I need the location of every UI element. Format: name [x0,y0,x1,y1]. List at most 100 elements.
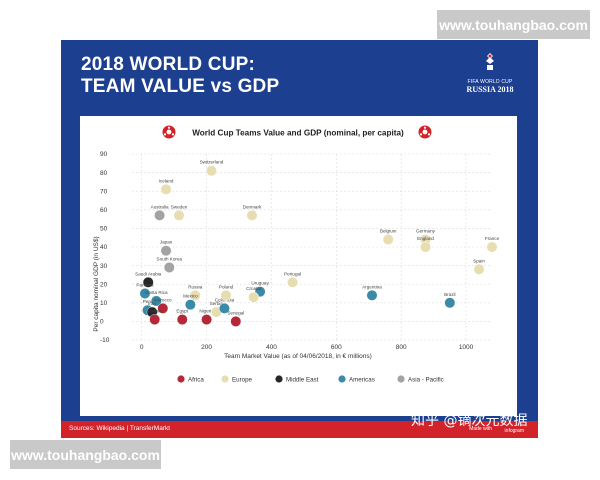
data-point: Morocco [154,297,172,314]
chart-header: World Cup Teams Value and GDP (nominal, … [162,125,432,139]
point-label: Sweden [171,204,188,209]
data-point: Mexico [183,294,198,311]
point-marker [160,245,172,257]
legend-label: Africa [188,376,204,383]
data-point: Switzerland [200,160,224,177]
point-label: Switzerland [200,160,224,165]
x-tick-label: 1000 [459,344,474,351]
data-point: Serbia [210,301,223,318]
point-marker [473,263,485,275]
point-marker [206,165,217,177]
point-marker [149,314,161,325]
data-point: Sweden [171,204,188,221]
point-marker [248,291,260,303]
point-label: Mexico [183,294,198,299]
soccer-ball-icon-left [162,125,176,139]
infographic-poster: 2018 WORLD CUP: TEAM VALUE vs GDP FIFA W… [61,40,538,438]
point-marker [230,315,242,327]
x-tick-label: 600 [331,344,342,351]
data-point: Senegal [227,310,244,327]
footer-infogram: infogram [504,428,524,434]
point-marker [150,295,162,307]
point-label: Iran [148,301,156,306]
data-point: Poland [219,284,234,301]
data-point: Panama [136,283,154,299]
data-point: Spain [473,258,485,275]
point-marker [189,289,201,301]
chart-title: World Cup Teams Value and GDP (nominal, … [192,129,404,138]
legend-item: Middle East [275,375,319,383]
scatter-chart: World Cup Teams Value and GDP (nominal, … [93,125,500,383]
zhihu-watermark: 知乎 @镝次元数据 [411,413,528,429]
y-tick-label: 30 [100,263,108,270]
point-label: Russia [188,284,202,289]
data-point: Egypt [176,309,189,325]
data-point: Brazil [444,292,456,309]
legend-item: Europe [221,375,253,383]
point-marker [287,276,298,288]
world-cup-logo: FIFA WORLD CUP RUSSIA 2018 [460,52,520,94]
point-marker [173,209,185,221]
data-point: Nigeria [199,309,214,325]
point-label: Egypt [176,309,188,314]
point-marker [139,288,151,299]
y-tick-label: 20 [100,281,108,288]
legend-label: Americas [349,376,375,383]
y-axis-label: Per capita nominal GDP (in US$) [93,236,100,331]
legend-label: Middle East [286,376,319,383]
chart-grid [132,153,492,341]
footer-made-with: Made with [469,426,492,432]
point-label: Costa Rica [145,290,168,295]
data-point: Saudi Arabia [135,271,162,288]
point-marker [444,297,456,309]
point-label: Senegal [227,310,244,315]
watermark-bottom: www.touhangbao.com [10,440,161,469]
chart-panel: World Cup Teams Value and GDP (nominal, … [80,116,517,416]
point-label: Germany [416,229,436,234]
point-marker [486,241,498,253]
data-point: Denmark [243,204,262,221]
point-label: South Korea [157,256,183,261]
x-tick-label: 0 [140,344,144,351]
point-label: France [485,236,500,241]
point-marker [366,289,378,301]
point-label: Iceland [159,178,174,183]
point-label: Argentina [362,284,382,289]
point-marker [220,289,232,301]
data-point: Croatia [246,286,261,303]
data-point: Russia [188,284,203,301]
point-label: Croatia [246,286,261,291]
legend-item: Asia - Pacific [397,375,444,383]
point-label: England [417,236,434,241]
point-label: Panama [136,283,154,288]
data-point: South Korea [157,256,183,273]
point-marker [157,302,169,314]
x-tick-label: 800 [396,344,407,351]
data-point: England [417,236,434,253]
point-label: Spain [473,258,485,263]
point-marker [163,262,175,273]
y-tick-label: 80 [100,170,108,177]
point-label: Peru [143,299,153,304]
x-tick-label: 200 [201,344,212,351]
y-tick-label: 50 [100,226,108,233]
point-label: Portugal [284,271,301,276]
data-point: Argentina [362,284,382,301]
y-tick-label: 60 [100,207,108,214]
legend-label: Asia - Pacific [408,376,444,383]
y-tick-label: 40 [100,244,108,251]
y-tick-label: -10 [100,337,110,344]
point-label: Japan [160,240,173,245]
point-label: Brazil [444,292,456,297]
y-tick-label: 90 [100,151,108,158]
legend-marker [338,375,346,383]
legend-marker [275,375,283,383]
data-point: Japan [160,240,173,257]
legend-item: Africa [177,375,204,383]
point-marker [382,234,394,245]
infographic-title: 2018 WORLD CUP: TEAM VALUE vs GDP [81,54,279,98]
chart-legend: Africa Europe Middle East Americas Asia - Pa… [177,375,444,383]
legend-marker [397,375,405,383]
data-point: Tunisia [147,309,162,325]
